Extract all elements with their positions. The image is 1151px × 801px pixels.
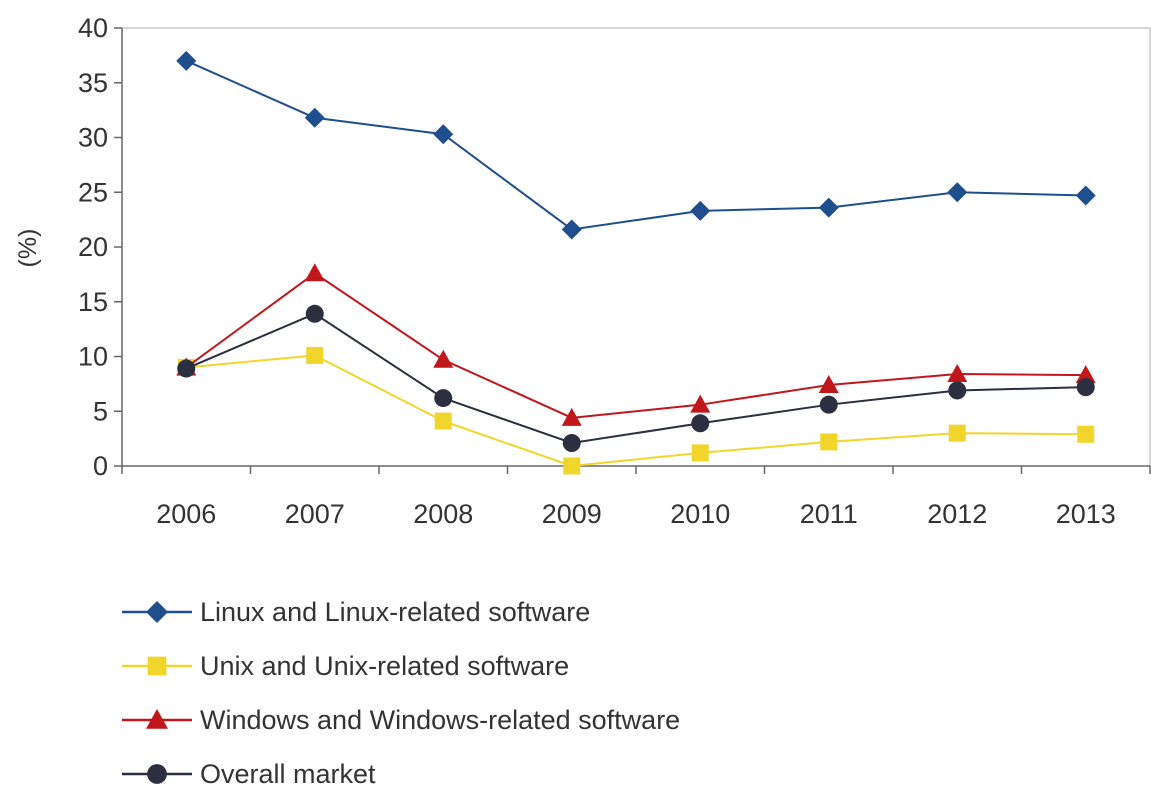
x-tick-label: 2008 xyxy=(413,499,473,529)
data-point xyxy=(176,50,197,71)
data-point xyxy=(691,444,709,462)
y-tick-label: 20 xyxy=(78,232,108,262)
legend-swatch xyxy=(122,764,192,784)
series-line xyxy=(186,354,1086,468)
data-point xyxy=(433,124,454,145)
data-point xyxy=(561,219,582,240)
series-line xyxy=(185,272,1086,419)
series-layer xyxy=(176,50,1096,475)
data-point xyxy=(1075,365,1096,384)
data-point xyxy=(947,364,968,383)
series-3 xyxy=(176,263,1096,426)
legend-label: Linux and Linux-related software xyxy=(200,596,591,627)
axes xyxy=(121,27,1151,467)
y-tick-label: 5 xyxy=(93,396,108,426)
legend-label: Windows and Windows-related software xyxy=(200,704,681,735)
legend-item: Windows and Windows-related software xyxy=(120,693,1120,747)
data-point xyxy=(434,389,453,408)
data-point xyxy=(948,381,967,400)
y-axis-label: (%) xyxy=(14,229,42,268)
data-point xyxy=(820,433,838,451)
data-point xyxy=(690,394,711,413)
y-tick-label: 10 xyxy=(78,342,108,372)
legend: Linux and Linux-related software Unix and… xyxy=(120,585,1120,789)
legend-item: Linux and Linux-related software xyxy=(120,585,1120,639)
line-chart: 0 5 10 15 20 25 30 35 40 2006 2007 2008 2009 2010 201… xyxy=(14,13,1151,529)
data-point xyxy=(818,374,839,393)
legend-swatch xyxy=(122,601,192,623)
legend-item: Overall market xyxy=(120,747,1120,801)
y-tick-label: 15 xyxy=(78,287,108,317)
data-point xyxy=(305,304,324,323)
data-point xyxy=(304,263,325,282)
x-tick-label: 2011 xyxy=(800,499,858,529)
y-tick-label: 30 xyxy=(78,123,108,153)
legend-swatch xyxy=(122,656,192,676)
data-point xyxy=(304,107,325,128)
series-line xyxy=(185,59,1086,231)
data-point xyxy=(306,346,324,364)
data-point xyxy=(1075,185,1096,206)
series-4 xyxy=(177,304,1095,453)
legend-swatch xyxy=(122,709,192,729)
x-tick-label: 2010 xyxy=(670,499,730,529)
y-tick-label: 40 xyxy=(78,13,108,43)
data-point xyxy=(562,434,581,453)
y-tick-label: 25 xyxy=(78,177,108,207)
y-tick-label: 35 xyxy=(78,68,108,98)
x-tick-label: 2007 xyxy=(285,499,345,529)
data-point xyxy=(818,197,839,218)
data-point xyxy=(561,407,582,426)
series-line xyxy=(185,312,1086,445)
data-point xyxy=(177,359,196,378)
x-tick-label: 2012 xyxy=(927,499,987,529)
data-point xyxy=(948,424,966,442)
data-point xyxy=(691,414,710,433)
legend-item: Unix and Unix-related software xyxy=(120,639,1120,693)
legend-label: Unix and Unix-related software xyxy=(200,650,570,681)
x-axis-ticks: 2006 2007 2008 2009 2010 2011 2012 2013 xyxy=(121,466,1151,529)
data-point xyxy=(433,349,454,368)
data-point xyxy=(563,457,581,475)
data-point xyxy=(1076,378,1095,397)
x-tick-label: 2009 xyxy=(542,499,602,529)
data-point xyxy=(819,395,838,414)
y-axis-ticks: 0 5 10 15 20 25 30 35 40 xyxy=(78,13,122,481)
data-point xyxy=(690,200,711,221)
series-1 xyxy=(176,50,1096,240)
data-point xyxy=(1077,425,1095,443)
data-point xyxy=(947,182,968,203)
y-tick-label: 0 xyxy=(93,451,108,481)
x-tick-label: 2013 xyxy=(1056,499,1116,529)
legend-label: Overall market xyxy=(200,758,376,789)
x-tick-label: 2006 xyxy=(156,499,216,529)
data-point xyxy=(434,412,452,430)
